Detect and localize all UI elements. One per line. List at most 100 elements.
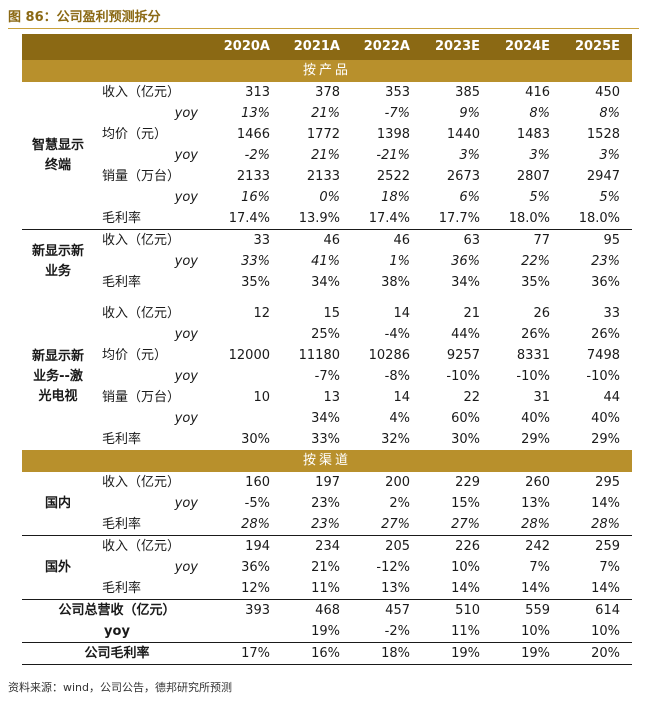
cell: 10 [253, 389, 270, 405]
spacer-row [22, 293, 632, 303]
cell: 2947 [586, 168, 620, 184]
metric-label: yoy [174, 559, 198, 575]
metric-label: 销量（万台） [102, 389, 181, 405]
cell: 7498 [586, 347, 620, 363]
cell [212, 366, 282, 387]
cell: 28% [241, 516, 270, 532]
metric-label: yoy [174, 368, 198, 384]
metric-label: yoy [174, 189, 198, 205]
cell: 295 [595, 474, 620, 490]
cell: 46 [282, 229, 352, 251]
metric-label: 均价（元） [102, 347, 168, 363]
cell: 242 [492, 535, 562, 557]
group-label-laser-tv: 新显示新 业务--激 光电视 [22, 303, 94, 450]
cell: 95 [562, 229, 632, 251]
cell: 7% [529, 559, 550, 575]
metric-label: 毛利率 [102, 580, 142, 596]
cell: 0% [319, 189, 340, 205]
cell: 41% [311, 253, 340, 269]
cell: 15% [451, 495, 480, 511]
profit-forecast-table: 2020A 2021A 2022A 2023E 2024E 2025E 按产品 … [22, 34, 632, 665]
cell: 32% [381, 431, 410, 447]
cell: 14 [393, 305, 410, 321]
metric-label: 收入（亿元） [102, 474, 181, 490]
cell: 15 [323, 305, 340, 321]
cell: 14% [521, 580, 550, 596]
total-margin-label: 公司毛利率 [22, 642, 212, 665]
cell: 450 [595, 84, 620, 100]
cell: 18% [381, 189, 410, 205]
cell: 378 [315, 84, 340, 100]
cell: 16% [241, 189, 270, 205]
year-header: 2022A [352, 34, 422, 60]
cell: 36% [591, 274, 620, 290]
cell: 614 [562, 599, 632, 621]
cell: 23% [311, 516, 340, 532]
cell: 3% [459, 147, 480, 163]
metric-label: 毛利率 [102, 431, 142, 447]
cell: 36% [241, 559, 270, 575]
cell: 34% [451, 274, 480, 290]
cell: 2% [389, 495, 410, 511]
cell: 28% [591, 516, 620, 532]
cell: 259 [562, 535, 632, 557]
table-row: 销量（万台） 10 13 14 22 31 44 [22, 387, 632, 408]
cell: 385 [455, 84, 480, 100]
cell: 12% [241, 580, 270, 596]
cell: 35% [241, 274, 270, 290]
table-row: 国内 收入（亿元） 160 197 200 229 260 295 [22, 472, 632, 511]
cell: 559 [492, 599, 562, 621]
section-label: 按渠道 [22, 450, 632, 472]
cell: 33 [212, 229, 282, 251]
cell: 27% [451, 516, 480, 532]
metric-label: 均价（元） [102, 126, 168, 142]
table-row: yoy -2% 21% -21% 3% 3% 3% [22, 145, 632, 166]
cell: -10% [586, 368, 620, 384]
cell: 12000 [228, 347, 270, 363]
cell: 13 [323, 389, 340, 405]
cell: 29% [591, 431, 620, 447]
cell: 510 [422, 599, 492, 621]
metric-label: 毛利率 [102, 516, 142, 532]
cell: -21% [376, 147, 410, 163]
cell: 14 [393, 389, 410, 405]
cell: 6% [459, 189, 480, 205]
cell: 5% [599, 189, 620, 205]
cell: 200 [385, 474, 410, 490]
cell: 77 [492, 229, 562, 251]
cell: 31 [533, 389, 550, 405]
cell: 3% [599, 147, 620, 163]
cell: 63 [422, 229, 492, 251]
cell: 12 [253, 305, 270, 321]
cell: 2522 [376, 168, 410, 184]
table-row: 新显示新 业务--激 光电视 收入（亿元） 12 15 14 21 26 33 [22, 303, 632, 404]
cell: -7% [314, 368, 340, 384]
cell: 2673 [446, 168, 480, 184]
cell: 11180 [298, 347, 340, 363]
cell: -5% [244, 495, 270, 511]
metric-label: 收入（亿元） [102, 305, 181, 321]
cell: 2133 [306, 168, 340, 184]
cell: -4% [384, 326, 410, 342]
cell: 3% [529, 147, 550, 163]
cell: 13.9% [298, 210, 340, 226]
cell: 14% [591, 495, 620, 511]
cell: 13% [521, 495, 550, 511]
cell: 29% [521, 431, 550, 447]
table-row: 毛利率 28% 23% 27% 27% 28% 28% [22, 514, 632, 536]
cell: 4% [389, 410, 410, 426]
metric-label: 毛利率 [102, 210, 142, 226]
cell [212, 408, 282, 429]
cell: 9257 [446, 347, 480, 363]
metric-label: yoy [174, 253, 198, 269]
year-header: 2025E [562, 34, 632, 60]
cell: 34% [311, 410, 340, 426]
table-row: yoy 34% 4% 60% 40% 40% [22, 408, 632, 429]
group-label-line: 终端 [44, 157, 71, 173]
cell: 18.0% [508, 210, 550, 226]
section-row-product: 按产品 [22, 60, 632, 82]
cell: 21 [463, 305, 480, 321]
metric-label: yoy [174, 495, 198, 511]
cell: 10286 [368, 347, 410, 363]
table-row: yoy -5% 23% 2% 15% 13% 14% [22, 493, 632, 514]
